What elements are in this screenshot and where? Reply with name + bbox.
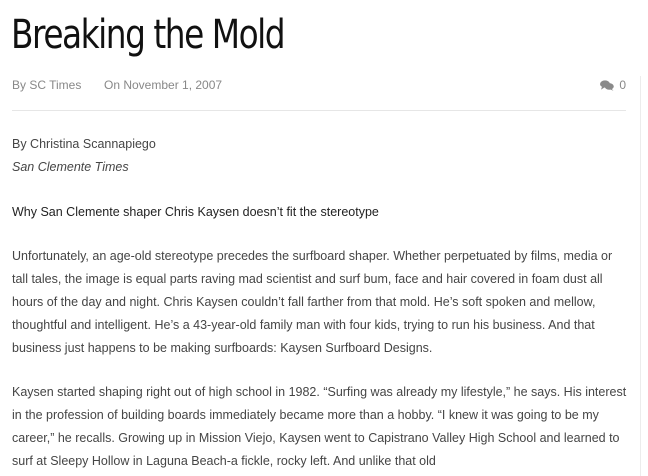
article-body: By Christina Scannapiego San Clemente Ti… [12, 133, 628, 473]
post-title: Breaking the Mold [11, 12, 286, 58]
post-date: On November 1, 2007 [104, 78, 223, 92]
comment-count: 0 [619, 78, 626, 92]
article-byline: By Christina Scannapiego [12, 137, 156, 151]
comments-icon [600, 79, 615, 91]
article-paragraph: Kaysen started shaping right out of high… [12, 385, 627, 468]
sidebar-rule [640, 76, 641, 476]
post-meta: By SC Times On November 1, 2007 0 [12, 78, 626, 96]
article-paragraph: Unfortunately, an age-old stereotype pre… [12, 249, 613, 355]
post-author[interactable]: By SC Times [12, 78, 82, 92]
comments-link[interactable]: 0 [600, 78, 626, 92]
meta-divider [12, 110, 626, 111]
article-source: San Clemente Times [12, 160, 129, 174]
article-deck: Why San Clemente shaper Chris Kaysen doe… [12, 205, 379, 219]
